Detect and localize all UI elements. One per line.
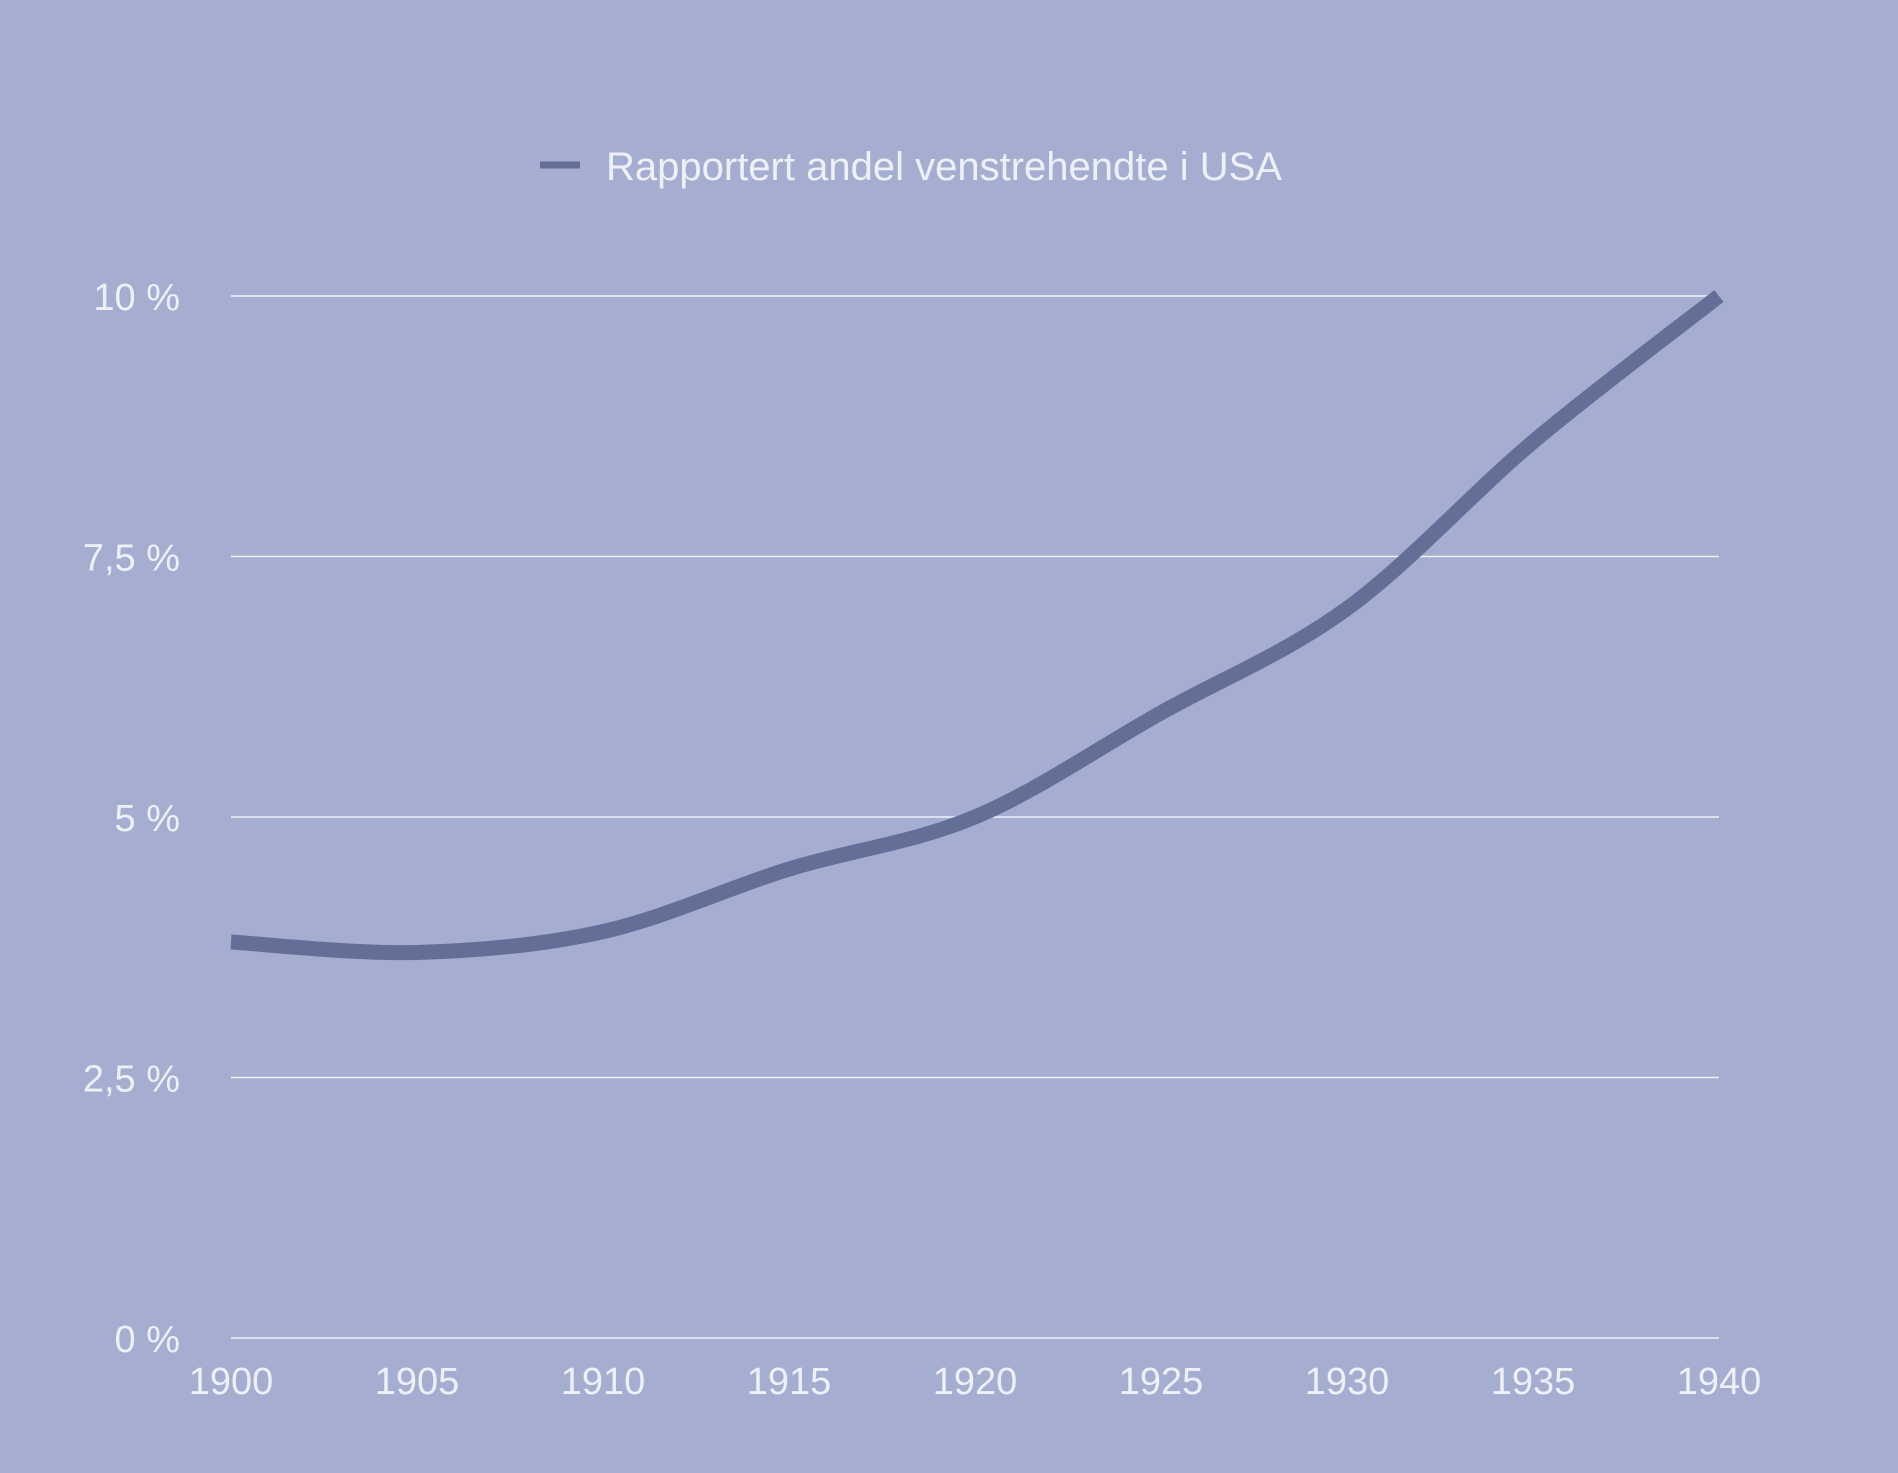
y-tick-label: 0 %: [115, 1319, 180, 1361]
y-tick-label: 2,5 %: [83, 1059, 180, 1101]
x-tick-label: 1915: [747, 1361, 832, 1403]
x-tick-label: 1910: [561, 1361, 646, 1403]
x-tick-label: 1925: [1119, 1361, 1204, 1403]
x-tick-label: 1900: [189, 1361, 274, 1403]
legend: Rapportert andel venstrehendte i USA: [540, 145, 1282, 189]
y-axis-tick-labels: 0 % 2,5 % 5 % 7,5 % 10 %: [83, 277, 180, 1361]
x-axis-tick-labels: 1900 1905 1910 1915 1920 1925 1930 1935 1940: [189, 1361, 1762, 1403]
x-tick-label: 1940: [1677, 1361, 1762, 1403]
x-tick-label: 1935: [1491, 1361, 1576, 1403]
y-tick-label: 5 %: [115, 798, 180, 840]
y-tick-label: 10 %: [93, 277, 180, 319]
legend-label: Rapportert andel venstrehendte i USA: [606, 145, 1282, 189]
x-tick-label: 1905: [375, 1361, 460, 1403]
x-tick-label: 1930: [1305, 1361, 1390, 1403]
x-tick-label: 1920: [933, 1361, 1018, 1403]
series-layer: [230, 290, 1724, 961]
series-line: [230, 290, 1724, 961]
y-tick-label: 7,5 %: [83, 538, 180, 580]
